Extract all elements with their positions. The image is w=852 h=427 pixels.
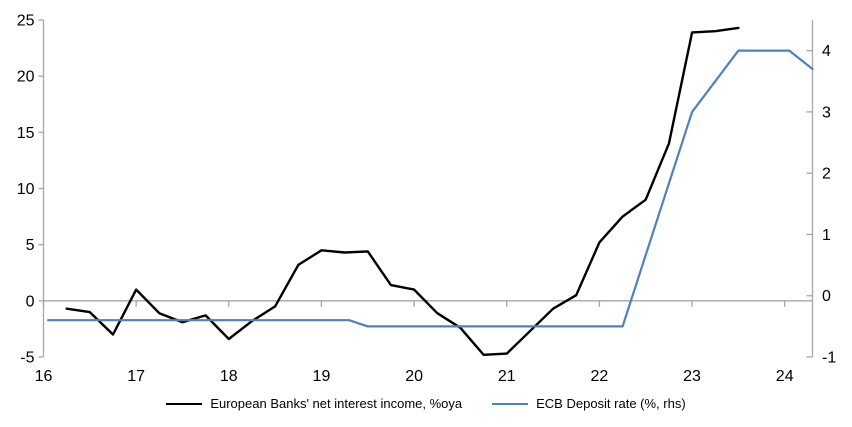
right-axis-tick-label: 4 (822, 43, 831, 60)
legend-line-swatch-black (166, 402, 203, 405)
series-line-ecb-deposit-rate (46, 49, 814, 328)
right-axis-tick-label: 1 (822, 227, 831, 244)
right-axis-tick-label: 3 (822, 104, 831, 121)
chart-legend: European Banks' net interest income, %oy… (0, 396, 852, 411)
legend-item-ecb-deposit-rate: ECB Deposit rate (%, rhs) (492, 396, 686, 411)
x-axis-tick-label: 24 (776, 368, 794, 385)
legend-line-swatch-blue (492, 402, 529, 405)
left-axis-tick-label: 20 (17, 69, 35, 86)
left-axis-tick-label: 15 (17, 125, 35, 142)
left-axis-tick-label: 10 (17, 181, 35, 198)
left-axis-tick-label: 25 (17, 13, 35, 30)
x-axis-tick-label: 22 (591, 368, 609, 385)
legend-label-net-interest-income: European Banks' net interest income, %oy… (210, 396, 463, 411)
left-axis-tick-label: 0 (26, 293, 35, 310)
legend-label-ecb-deposit-rate: ECB Deposit rate (%, rhs) (536, 396, 686, 411)
right-axis-tick-label: 2 (822, 166, 831, 183)
x-axis-tick-label: 23 (683, 368, 701, 385)
x-axis-tick-label: 19 (313, 368, 331, 385)
left-axis-tick-label: -5 (20, 350, 34, 367)
series-line-net-interest-income (65, 26, 740, 356)
right-axis-tick-label: 0 (822, 288, 831, 305)
x-axis-tick-label: 21 (498, 368, 516, 385)
x-axis-tick-label: 17 (127, 368, 145, 385)
left-axis-tick-label: 5 (26, 237, 35, 254)
legend-item-net-interest-income: European Banks' net interest income, %oy… (166, 396, 462, 411)
x-axis-tick-label: 20 (405, 368, 423, 385)
right-axis-tick-label: -1 (822, 350, 836, 367)
x-axis-tick-label: 16 (35, 368, 53, 385)
x-axis-tick-label: 18 (220, 368, 238, 385)
